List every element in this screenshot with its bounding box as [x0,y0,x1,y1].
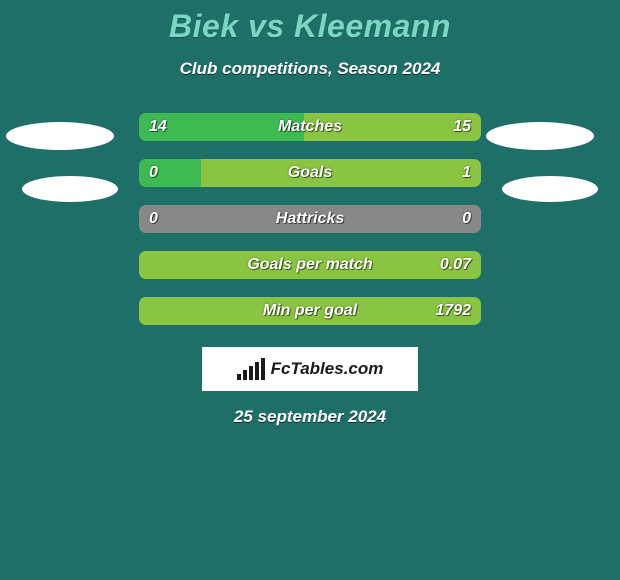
comparison-infographic: Biek vs Kleemann Club competitions, Seas… [0,0,620,580]
stat-label: Matches [278,118,342,136]
stat-label: Goals [288,164,332,182]
stat-row: 14 Matches 15 [139,113,481,141]
page-title: Biek vs Kleemann [169,8,451,45]
date-label: 25 september 2024 [234,407,386,427]
stat-fill-right [201,159,481,187]
branding-badge: FcTables.com [202,347,418,391]
stat-label: Min per goal [263,302,357,320]
stat-value-right: 0 [462,210,471,228]
stat-value-right: 15 [453,118,471,136]
stat-value-right: 1792 [435,302,471,320]
stat-value-left: 0 [149,164,158,182]
decorative-ellipse [22,176,118,202]
bar-chart-icon [237,358,265,380]
stat-row: 0 Goals 1 [139,159,481,187]
stat-value-left: 14 [149,118,167,136]
stat-row: Min per goal 1792 [139,297,481,325]
decorative-ellipse [486,122,594,150]
subtitle: Club competitions, Season 2024 [180,59,441,79]
decorative-ellipse [6,122,114,150]
stat-value-left: 0 [149,210,158,228]
stat-row: Goals per match 0.07 [139,251,481,279]
stat-rows: 14 Matches 15 0 Goals 1 0 Hattricks 0 Goals per m… [139,113,481,325]
stat-value-right: 0.07 [440,256,471,274]
decorative-ellipse [502,176,598,202]
branding-label: FcTables.com [271,359,384,379]
stat-label: Goals per match [247,256,372,274]
stat-row: 0 Hattricks 0 [139,205,481,233]
stat-value-right: 1 [462,164,471,182]
stat-label: Hattricks [276,210,344,228]
